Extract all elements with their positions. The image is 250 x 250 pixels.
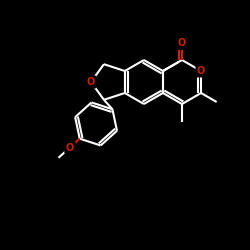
Text: O: O [66, 142, 74, 152]
Text: O: O [197, 66, 205, 76]
Text: O: O [87, 77, 95, 87]
Text: O: O [178, 38, 186, 48]
